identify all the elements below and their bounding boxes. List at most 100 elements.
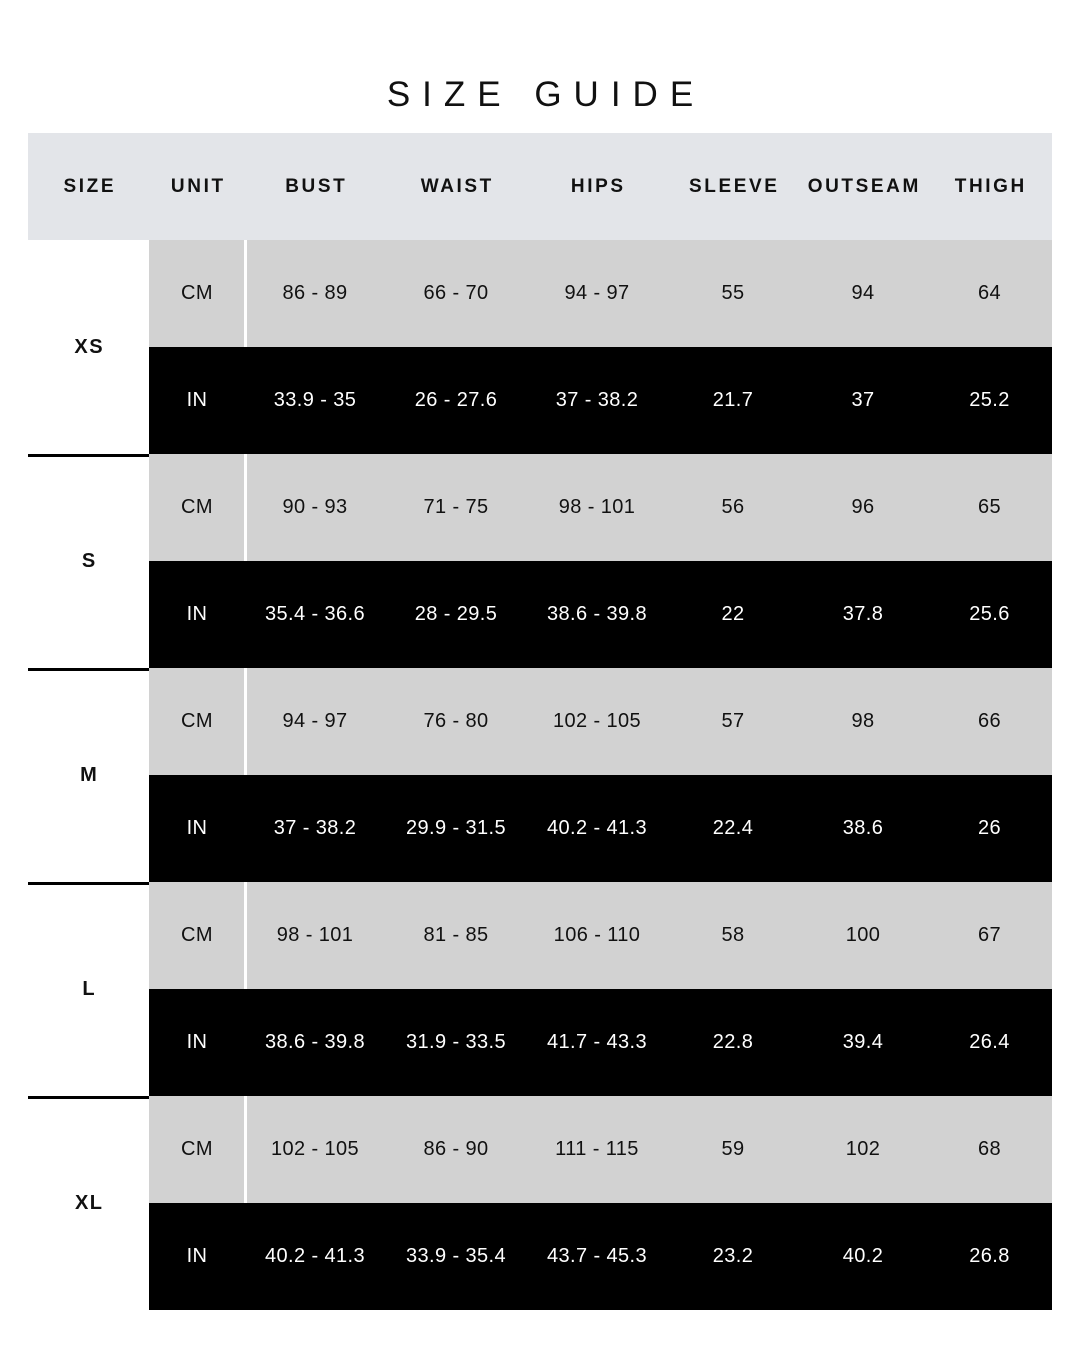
cell-outseam: 40.2	[842, 1245, 884, 1267]
size-label-xs: XS	[28, 240, 149, 454]
cell-waist: 33.9 - 35.4	[405, 1245, 507, 1267]
unit-column-divider	[244, 668, 247, 775]
cell-unit: CM	[181, 924, 213, 946]
cell-unit: IN	[186, 389, 208, 411]
cell-sleeve: 21.7	[712, 389, 754, 411]
cell-unit: IN	[186, 817, 208, 839]
cell-outseam: 96	[851, 496, 875, 518]
size-group-l: L CM 98 - 101 81 - 85 106 - 110 58 100 6…	[28, 882, 1052, 1096]
cell-sleeve: 55	[721, 282, 745, 304]
cell-hips: 111 - 115	[555, 1138, 639, 1160]
size-label-l: L	[28, 882, 149, 1096]
cell-thigh: 25.2	[969, 389, 1010, 411]
cell-bust: 98 - 101	[276, 924, 354, 946]
unit-column-divider	[244, 454, 247, 561]
cell-waist: 31.9 - 33.5	[405, 1031, 507, 1053]
cell-bust: 38.6 - 39.8	[264, 1031, 366, 1053]
table-row: IN 33.9 - 35 26 - 27.6 37 - 38.2 21.7 37…	[149, 240, 1052, 454]
unit-column-divider	[244, 1096, 247, 1203]
table-row: CM 102 - 105 86 - 90 111 - 115 59 102 68	[149, 1096, 1052, 1203]
cell-waist: 66 - 70	[423, 282, 489, 304]
cell-thigh: 64	[977, 282, 1002, 304]
cell-hips: 102 - 105	[552, 710, 642, 732]
cell-thigh: 68	[977, 1138, 1002, 1160]
cell-sleeve: 22.8	[712, 1031, 754, 1053]
cell-bust: 90 - 93	[282, 496, 348, 518]
cell-outseam: 37.8	[842, 603, 884, 625]
table-row: IN 35.4 - 36.6 28 - 29.5 38.6 - 39.8 22 …	[149, 454, 1052, 668]
cell-outseam: 37	[851, 389, 875, 411]
cell-thigh: 67	[977, 924, 1002, 946]
size-label-s: S	[28, 454, 149, 668]
cell-unit: IN	[186, 1245, 208, 1267]
column-header-unit: UNIT	[170, 175, 226, 197]
column-header-hips: HIPS	[570, 175, 626, 197]
cell-hips: 106 - 110	[553, 924, 641, 946]
cell-bust: 94 - 97	[282, 710, 348, 732]
table-row: CM 86 - 89 66 - 70 94 - 97 55 94 64	[149, 240, 1052, 347]
cell-waist: 81 - 85	[423, 924, 489, 946]
cell-waist: 28 - 29.5	[414, 603, 498, 625]
cell-thigh: 26.4	[969, 1031, 1010, 1053]
cell-thigh: 26	[977, 817, 1002, 839]
cell-waist: 86 - 90	[423, 1138, 489, 1160]
cell-sleeve: 59	[721, 1138, 745, 1160]
column-header-size: SIZE	[63, 175, 117, 197]
size-group-xs: XS CM 86 - 89 66 - 70 94 - 97 55 94 64 I…	[28, 240, 1052, 454]
cell-outseam: 100	[845, 924, 881, 946]
column-header-waist: WAIST	[420, 175, 494, 197]
cell-thigh: 25.6	[969, 603, 1010, 625]
column-header-outseam: OUTSEAM	[807, 175, 921, 197]
table-header-row: SIZE UNIT BUST WAIST HIPS SLEEVE OUTSEAM…	[28, 133, 1052, 240]
cell-outseam: 38.6	[842, 817, 884, 839]
cell-unit: CM	[181, 282, 213, 304]
cell-outseam: 39.4	[842, 1031, 884, 1053]
cell-hips: 43.7 - 45.3	[546, 1245, 648, 1267]
cell-unit: IN	[186, 603, 208, 625]
cell-bust: 37 - 38.2	[273, 817, 357, 839]
cell-unit: CM	[181, 710, 213, 732]
size-guide-table: SIZE UNIT BUST WAIST HIPS SLEEVE OUTSEAM…	[28, 133, 1052, 1310]
size-label-m: M	[28, 668, 149, 882]
table-row: CM 98 - 101 81 - 85 106 - 110 58 100 67	[149, 882, 1052, 989]
cell-outseam: 94	[851, 282, 875, 304]
cell-hips: 98 - 101	[558, 496, 636, 518]
cell-outseam: 98	[851, 710, 875, 732]
cell-waist: 26 - 27.6	[414, 389, 498, 411]
unit-column-divider	[244, 240, 247, 347]
cell-sleeve: 22	[721, 603, 745, 625]
cell-thigh: 26.8	[969, 1245, 1010, 1267]
size-group-s: S CM 90 - 93 71 - 75 98 - 101 56 96 65 I…	[28, 454, 1052, 668]
table-row: IN 37 - 38.2 29.9 - 31.5 40.2 - 41.3 22.…	[149, 668, 1052, 882]
table-row: CM 90 - 93 71 - 75 98 - 101 56 96 65	[149, 454, 1052, 561]
column-header-bust: BUST	[285, 175, 348, 197]
size-group-m: M CM 94 - 97 76 - 80 102 - 105 57 98 66 …	[28, 668, 1052, 882]
cell-outseam: 102	[845, 1138, 881, 1160]
cell-bust: 40.2 - 41.3	[264, 1245, 366, 1267]
unit-column-divider	[244, 882, 247, 989]
cell-sleeve: 57	[721, 710, 745, 732]
cell-hips: 40.2 - 41.3	[546, 817, 648, 839]
cell-bust: 35.4 - 36.6	[264, 603, 366, 625]
column-header-thigh: THIGH	[954, 175, 1027, 197]
cell-sleeve: 56	[721, 496, 745, 518]
table-row: IN 38.6 - 39.8 31.9 - 33.5 41.7 - 43.3 2…	[149, 882, 1052, 1096]
cell-sleeve: 22.4	[712, 817, 754, 839]
cell-sleeve: 23.2	[712, 1245, 754, 1267]
cell-sleeve: 58	[721, 924, 745, 946]
cell-waist: 76 - 80	[423, 710, 489, 732]
cell-bust: 102 - 105	[270, 1138, 360, 1160]
page-title: SIZE GUIDE	[386, 75, 706, 115]
size-label-xl: XL	[28, 1096, 149, 1310]
cell-thigh: 66	[977, 710, 1002, 732]
cell-thigh: 65	[977, 496, 1002, 518]
cell-unit: CM	[181, 496, 213, 518]
cell-bust: 86 - 89	[282, 282, 348, 304]
table-row: CM 94 - 97 76 - 80 102 - 105 57 98 66	[149, 668, 1052, 775]
cell-bust: 33.9 - 35	[273, 389, 357, 411]
cell-hips: 38.6 - 39.8	[546, 603, 648, 625]
cell-unit: CM	[181, 1138, 213, 1160]
cell-hips: 41.7 - 43.3	[546, 1031, 648, 1053]
size-group-xl: XL CM 102 - 105 86 - 90 111 - 115 59 102…	[28, 1096, 1052, 1310]
